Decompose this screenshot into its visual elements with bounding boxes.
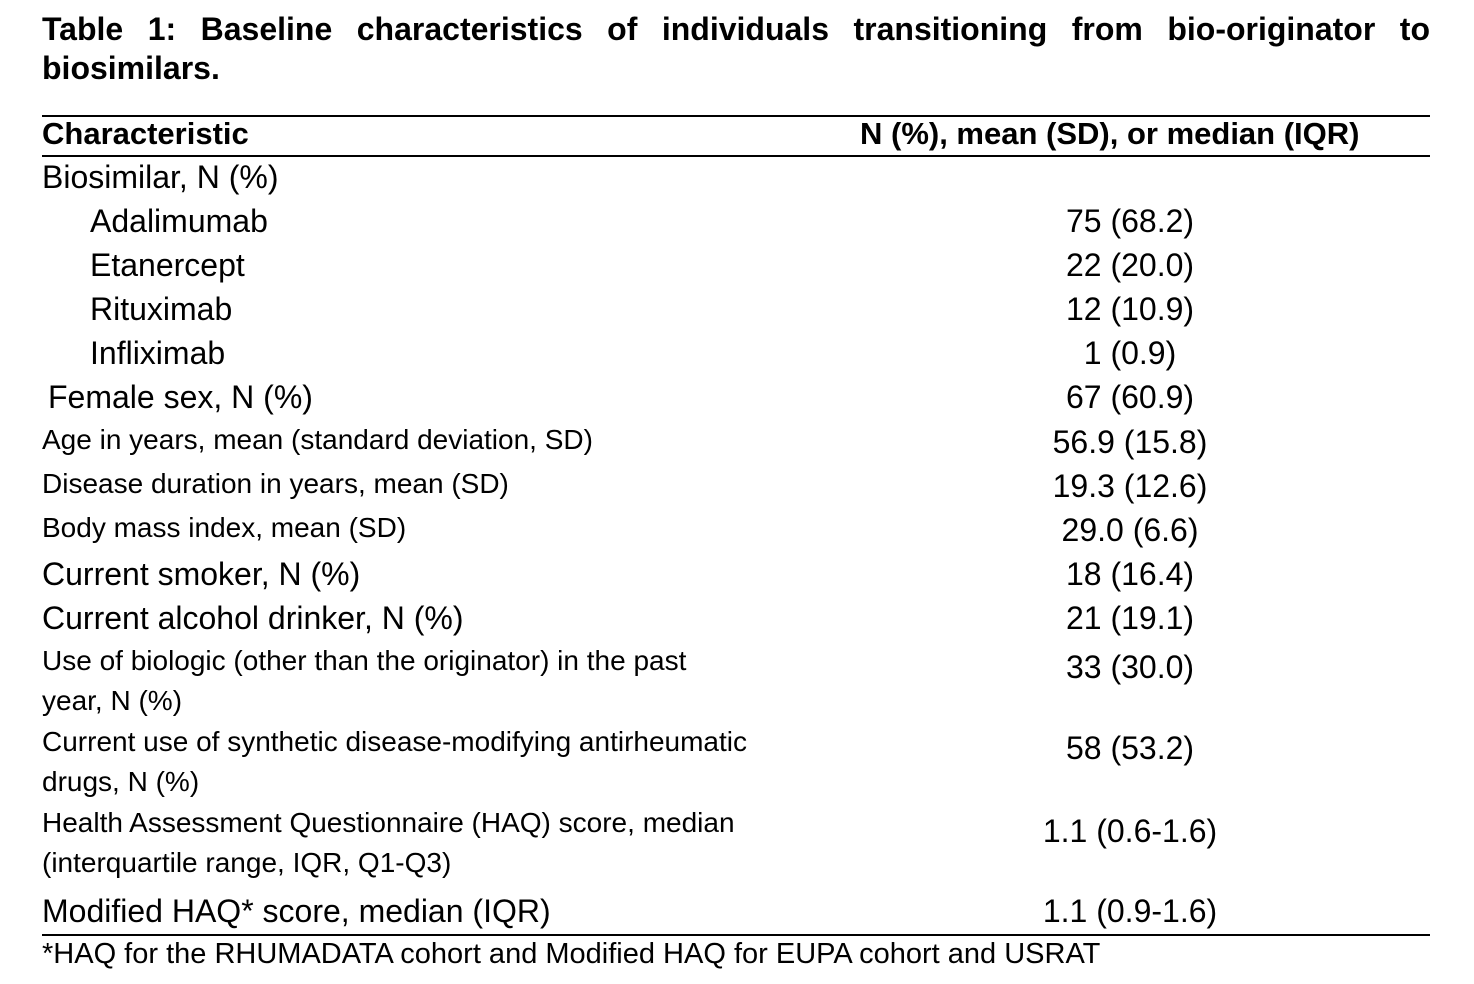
row-value: 19.3 (12.6) (1052, 468, 1208, 504)
table-caption: Table 1: Baseline characteristics of ind… (42, 11, 1430, 86)
bottom-rule (42, 934, 1430, 936)
row-label: Female sex, N (%) (48, 379, 313, 415)
row-label-line1: Use of biologic (other than the originat… (42, 645, 687, 676)
row-value: 29.0 (6.6) (1061, 512, 1199, 548)
row-label: Disease duration in years, mean (SD) (42, 468, 509, 499)
row-label: Body mass index, mean (SD) (42, 512, 407, 543)
row-value: 58 (53.2) (1065, 730, 1195, 766)
row-label-line2: (interquartile range, IQR, Q1-Q3) (42, 847, 452, 878)
row-label: Current smoker, N (%) (42, 556, 361, 592)
header-characteristic: Characteristic (42, 116, 249, 151)
row-value: 1 (0.9) (1083, 335, 1177, 371)
row-value: 12 (10.9) (1065, 291, 1195, 327)
row-value: 1.1 (0.9-1.6) (1042, 893, 1218, 929)
top-rule (42, 115, 1430, 117)
row-label-line2: drugs, N (%) (42, 766, 200, 797)
header-value: N (%), mean (SD), or median (IQR) (860, 116, 1360, 151)
row-label-line1: Health Assessment Questionnaire (HAQ) sc… (42, 807, 735, 838)
row-value: 33 (30.0) (1065, 649, 1195, 685)
row-value: 56.9 (15.8) (1052, 424, 1208, 460)
row-value: 22 (20.0) (1065, 247, 1195, 283)
table-footnote: *HAQ for the RHUMADATA cohort and Modifi… (42, 938, 1101, 970)
row-label: Age in years, mean (standard deviation, … (42, 424, 593, 455)
row-value: 18 (16.4) (1065, 556, 1195, 592)
row-label: Adalimumab (90, 203, 268, 239)
row-label: Biosimilar, N (%) (42, 159, 279, 195)
row-value: 67 (60.9) (1065, 379, 1195, 415)
row-value: 75 (68.2) (1065, 203, 1195, 239)
row-label: Infliximab (90, 335, 226, 371)
row-label: Etanercept (90, 247, 245, 283)
row-label: Rituximab (90, 291, 233, 327)
header-rule (42, 155, 1430, 157)
row-label: Modified HAQ* score, median (IQR) (42, 893, 551, 929)
row-value: 1.1 (0.6-1.6) (1042, 813, 1218, 849)
row-value: 21 (19.1) (1065, 600, 1195, 636)
row-label: Current alcohol drinker, N (%) (42, 600, 464, 636)
row-label-line1: Current use of synthetic disease-modifyi… (42, 726, 748, 757)
row-label-line2: year, N (%) (42, 685, 183, 716)
